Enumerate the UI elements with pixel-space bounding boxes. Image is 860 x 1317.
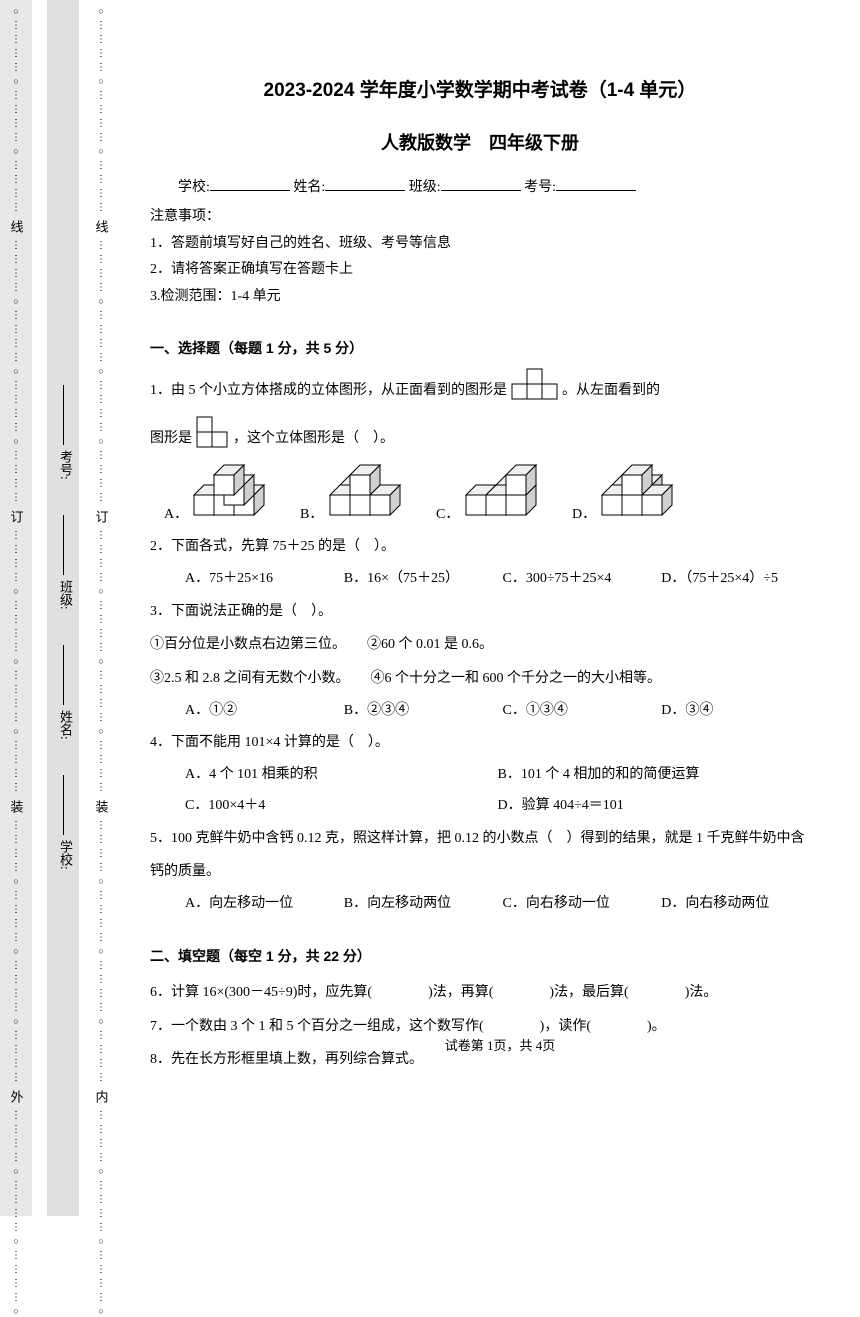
exam-subtitle: 人教版数学 四年级下册 [150,124,810,164]
cube-option-d-icon [598,463,688,518]
inner-char: 线 [92,220,111,233]
outer-char: 外 [7,1090,26,1103]
question-6: 6．计算 16×(300－45÷9)时，应先算( )法，再算( )法，最后算( … [150,976,810,1010]
q4-row1: A．4 个 101 相乘的积B．101 个 4 相加的和的简便运算 [150,760,810,791]
question-1: 1．由 5 个小立方体搭成的立体图形，从正面看到的图形是 。从左面看到的 [150,367,810,415]
dotted-col-inner: 线 订 装 内 [94,0,108,1216]
mid-label-id: 考号: [56,450,75,480]
mid-label-name: 姓名: [56,710,75,740]
question-4: 4．下面不能用 101×4 计算的是（ ）。 [150,726,810,760]
student-info-line: 学校: 姓名: 班级: 考号: [150,173,810,204]
q3-sub1: ①百分位是小数点右边第三位。 ②60 个 0.01 是 0.6。 [150,628,810,662]
left-view-icon [196,415,230,463]
exam-title: 2023-2024 学年度小学数学期中考试卷（1-4 单元） [150,70,810,112]
cube-option-b-icon [326,463,406,518]
question-5: 5．100 克鲜牛奶中含钙 0.12 克，照这样计算，把 0.12 的小数点（ … [150,822,810,889]
question-3: 3．下面说法正确的是（ ）。 [150,595,810,629]
q5-options: A．向左移动一位B．向左移动两位C．向右移动一位D．向右移动两位 [150,889,810,920]
page-footer: 试卷第 1页，共 4页 [150,1032,850,1061]
q3-options: A．①②B．②③④C．①③④D．③④ [150,696,810,727]
outer-char: 装 [7,800,26,813]
inner-char: 内 [92,1090,111,1103]
q3-sub2: ③2.5 和 2.8 之间有无数个小数。 ④6 个十分之一和 600 个千分之一… [150,662,810,696]
question-1b: 图形是 ，这个立体图形是（ ）。 [150,415,810,463]
q4-row2: C．100×4＋4D．验算 404÷4＝101 [150,791,810,822]
q2-options: A．75＋25×16B．16×（75＋25）C．300÷75＋25×4D．（75… [150,564,810,595]
front-view-icon [511,367,559,415]
q1-options: A． B． C． D． [150,463,810,531]
cube-option-c-icon [462,463,542,518]
mid-label-class: 班级: [56,580,75,610]
cube-option-a-icon [190,463,270,518]
exam-content: 2023-2024 学年度小学数学期中考试卷（1-4 单元） 人教版数学 四年级… [140,0,840,1077]
outer-char: 订 [7,510,26,523]
inner-char: 订 [92,510,111,523]
notice-block: 注意事项： 1．答题前填写好自己的姓名、班级、考号等信息 2．请将答案正确填写在… [150,204,810,310]
question-2: 2．下面各式，先算 75＋25 的是（ ）。 [150,530,810,564]
mid-label-school: 学校: [56,840,75,870]
section1-heading: 一、选择题（每题 1 分，共 5 分） [150,333,810,364]
section2-heading: 二、填空题（每空 1 分，共 22 分） [150,941,810,972]
dotted-col-outer: 线 订 装 外 [9,0,23,1216]
outer-char: 线 [7,220,26,233]
inner-char: 装 [92,800,111,813]
